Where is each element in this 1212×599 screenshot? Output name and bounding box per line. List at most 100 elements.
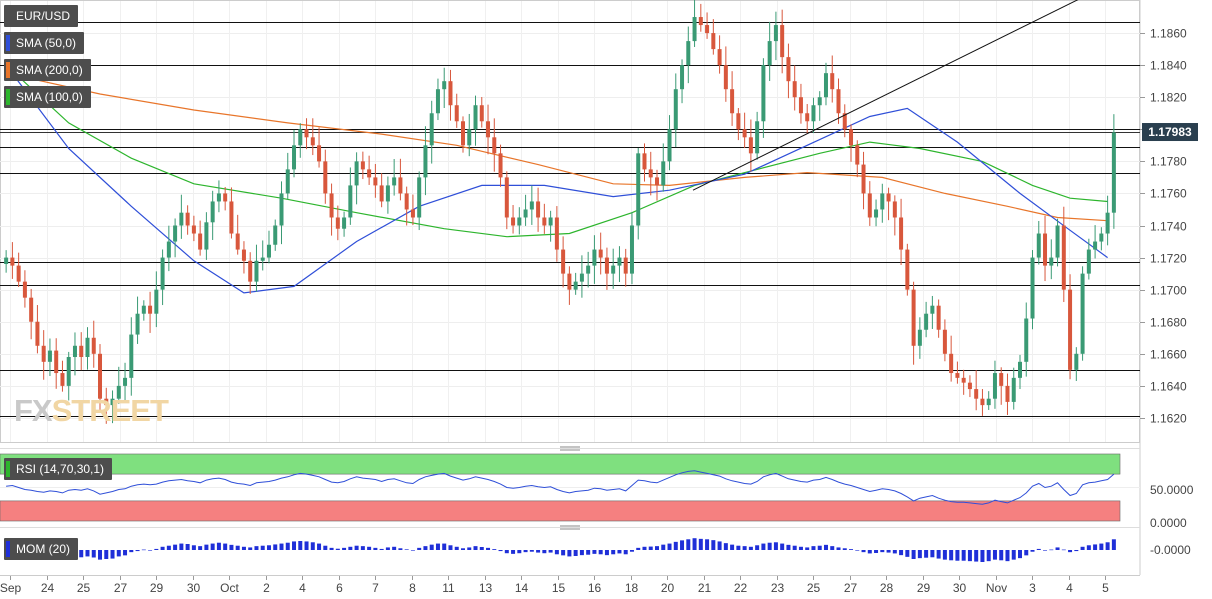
bearish-candle [536,187,541,232]
bullish-candle [442,67,447,108]
mom-bar [216,542,221,550]
mom-bar [241,546,246,550]
mom-bar [761,543,766,550]
bearish-candle [460,116,465,153]
mom-bar [930,550,935,558]
bullish-candle [123,362,128,403]
mom-bar [648,546,653,550]
mom-bar [999,550,1004,561]
bullish-candle [204,212,209,260]
mom-bar [248,547,253,550]
bullish-candle [116,366,121,404]
mom-bar [1011,550,1016,560]
mom-bar [79,550,84,558]
candle-body [154,289,159,314]
mom-bar [223,543,228,550]
mom-bar [460,548,465,550]
mom-bar [792,545,797,550]
candle-body [235,233,240,250]
bearish-candle [899,198,904,265]
bearish-candle [792,65,797,111]
bearish-candle [949,335,954,382]
candle-body [423,145,428,178]
mom-bar [698,538,703,550]
bearish-candle [711,19,716,55]
bearish-candle [191,215,196,242]
bullish-candle [1036,220,1041,265]
x-tick-label: 29 [917,581,931,595]
bearish-candle [10,242,15,279]
bearish-candle [329,183,334,236]
mom-bar [786,544,791,550]
candle-body [442,81,447,90]
bearish-candle [942,319,947,362]
mom-bar [992,550,997,560]
bearish-candle [980,389,985,416]
x-tick-label: 13 [479,581,493,595]
mom-bar [961,550,966,561]
bullish-candle [924,301,929,338]
candle-body [1055,225,1060,258]
mom-bar [767,542,772,550]
candle-body [1030,257,1035,319]
x-tick-label: 22 [734,581,748,595]
bullish-candle [1086,238,1091,280]
mom-bar [166,545,171,550]
mom-bar [917,550,922,559]
candle-body [492,137,497,154]
bearish-candle [373,164,378,198]
x-tick-label: Oct [220,581,239,595]
bearish-candle [367,155,372,185]
bullish-candle [1011,367,1016,410]
bearish-candle [955,361,960,384]
candle-body [861,164,866,194]
mom-bar [123,550,128,556]
candle-body [1061,225,1066,290]
bearish-candle [304,118,309,150]
mom-bar [135,550,140,552]
mom-bar [723,543,728,550]
y-tick-label: 1.1780 [1150,155,1187,169]
candle-body [185,212,190,226]
candle-body [66,357,71,386]
mom-bar [141,549,146,551]
rsi-axis-label: 0.0000 [1150,516,1187,530]
candle-body [830,73,835,90]
bearish-candle [836,78,841,124]
candle-body [504,177,509,218]
sma50-legend[interactable]: SMA (50,0) [4,32,85,54]
mom-bar [204,544,209,550]
candle-body [310,137,315,146]
candle-body [617,257,622,266]
candle-body [1011,377,1016,402]
y-tick-label: 1.1680 [1150,316,1187,330]
candle-body [554,217,559,250]
bearish-candle [104,387,109,424]
candle-body [279,193,284,226]
mom-bar [104,550,109,559]
mom-bar [260,545,265,550]
mom-bar [667,543,672,550]
bearish-candle [16,252,21,288]
mom-bar [899,550,904,556]
sma200-legend[interactable]: SMA (200,0) [4,59,91,81]
sma100-legend[interactable]: SMA (100,0) [4,86,91,108]
x-tick-label: 7 [372,581,379,595]
bearish-candle [448,69,453,121]
candle-body [811,105,816,122]
mom-bar [798,546,803,550]
bearish-candle [360,151,365,180]
candle-body [924,313,929,330]
candle-body [429,113,434,146]
bearish-candle [410,194,415,226]
bearish-candle [91,320,96,368]
rsi-legend[interactable]: RSI (14,70,30,1) [4,458,113,480]
bullish-candle [673,73,678,148]
mom-bar [398,548,403,550]
bearish-candle [655,169,660,201]
rsi-line [6,470,1115,505]
y-tick-label: 1.1640 [1150,380,1187,394]
mom-legend[interactable]: MOM (20) [4,538,78,560]
bullish-candle [817,91,822,121]
mom-bar [235,545,240,550]
